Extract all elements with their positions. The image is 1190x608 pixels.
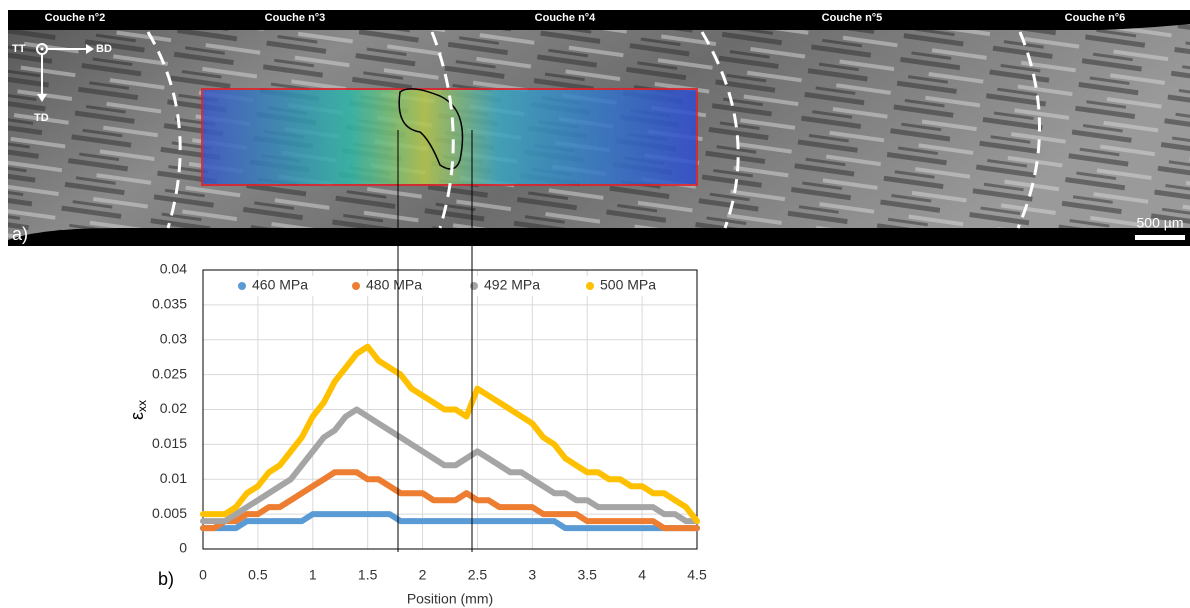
x-tick-label: 1.5 [358, 567, 378, 583]
y-axis-label-sub: xx [135, 400, 149, 412]
axis-label: TT [12, 43, 26, 55]
y-tick-label: 0.005 [152, 505, 187, 521]
x-tick-label: 3 [528, 567, 536, 583]
y-tick-label: 0.025 [152, 365, 187, 381]
top-edge [8, 10, 1190, 30]
layer-label: Couche n°5 [822, 12, 883, 24]
y-axis-label: εxx [127, 400, 149, 420]
layer-label: Couche n°4 [535, 12, 597, 24]
y-tick-label: 0 [179, 540, 187, 556]
series-line [200, 343, 700, 525]
legend-box [236, 276, 336, 296]
x-tick-label: 0.5 [248, 567, 268, 583]
axis-label: TD [34, 112, 49, 124]
series-line [200, 469, 700, 532]
legend-box [350, 276, 450, 296]
y-tick-label: 0.015 [152, 435, 187, 451]
x-tick-label: 4 [638, 567, 646, 583]
x-axis-label: Position (mm) [407, 591, 493, 607]
x-tick-label: 4.5 [687, 567, 707, 583]
legend-marker [470, 282, 478, 290]
chart: b) Position (mm) εxx 0 0.005 0.01 0.015 0.02… [127, 261, 707, 607]
legend-label: 480 MPa [366, 277, 422, 293]
panel-label: b) [158, 569, 174, 589]
plot-border [202, 269, 698, 550]
layer-label: Couche n°2 [45, 12, 106, 24]
y-tick-label: 0.04 [160, 261, 187, 277]
scale-bar [1135, 235, 1185, 240]
legend-marker [352, 282, 360, 290]
legend-label: 460 MPa [252, 277, 308, 293]
orientation-axes: TT BD TD [12, 43, 112, 124]
axis-label: BD [96, 43, 112, 55]
legend-label: 500 MPa [600, 277, 656, 293]
series-line [200, 511, 700, 532]
y-tick-label: 0.03 [160, 330, 187, 346]
x-tick-label: 3.5 [577, 567, 597, 583]
y-axis-label-main: ε [127, 412, 147, 420]
bottom-edge [8, 228, 1190, 246]
panel-label: a) [12, 224, 28, 244]
layer-label: Couche n°3 [265, 12, 326, 24]
x-tick-label: 2 [419, 567, 427, 583]
legend-marker [238, 282, 246, 290]
legend-box [468, 276, 568, 296]
y-tick-label: 0.035 [152, 296, 187, 312]
x-tick-label: 1 [309, 567, 317, 583]
legend-label: 492 MPa [484, 277, 540, 293]
micrograph: Couche n°2 Couche n°3 Couche n°4 Couche … [8, 10, 1190, 246]
legend-box [584, 276, 684, 296]
zone-outline [398, 88, 464, 170]
y-tick-label: 0.02 [160, 400, 187, 416]
legend-marker [586, 282, 594, 290]
layer-label: Couche n°6 [1065, 12, 1126, 24]
layer-boundaries [146, 31, 1041, 229]
y-tick-label: 0.01 [160, 470, 187, 486]
x-tick-label: 2.5 [468, 567, 488, 583]
scale-bar-label: 500 µm [1137, 215, 1184, 231]
series-line [200, 406, 700, 525]
x-tick-label: 0 [199, 567, 207, 583]
position-markers [397, 130, 473, 552]
